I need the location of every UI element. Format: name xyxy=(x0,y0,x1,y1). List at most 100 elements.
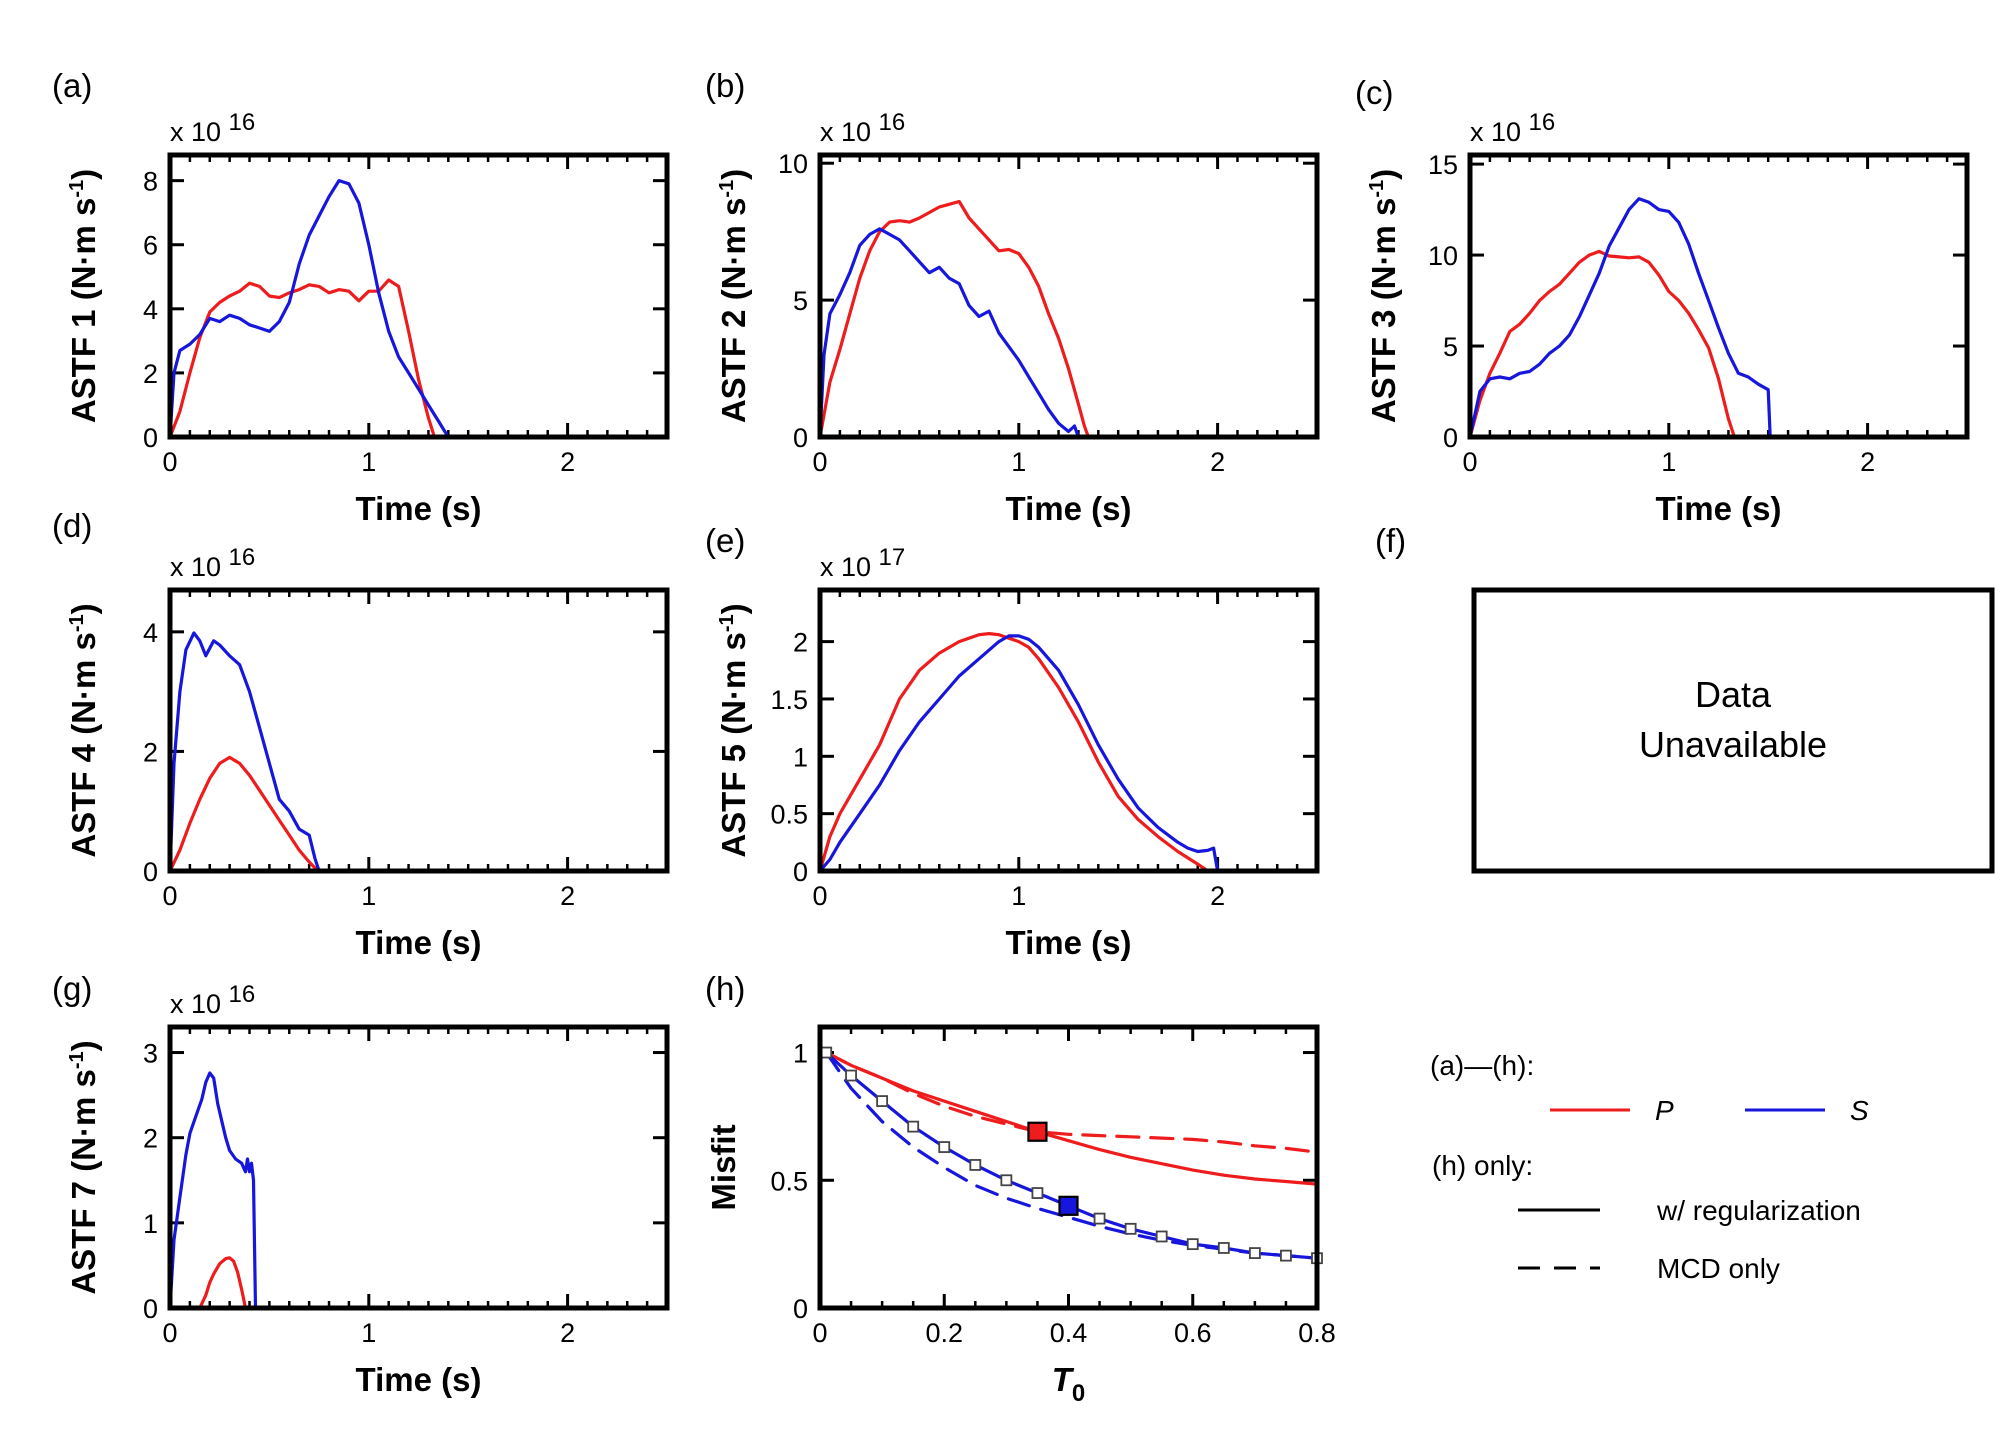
panel-label-h: (h) xyxy=(705,970,745,1007)
series-line-p xyxy=(820,199,1090,437)
series-marker-s xyxy=(1280,1249,1292,1262)
y-axis-label-h: Misfit xyxy=(705,1124,742,1210)
series-line-s xyxy=(1470,197,1772,437)
x-tick-label: 2 xyxy=(1860,447,1875,477)
y-tick-label: 0 xyxy=(143,857,158,887)
y-tick-label: 0.5 xyxy=(770,800,808,830)
y-tick-label: 0 xyxy=(143,1294,158,1324)
legend-label-solid: w/ regularization xyxy=(1656,1195,1861,1226)
series-line-p xyxy=(198,1256,248,1308)
y-tick-label: 1.5 xyxy=(770,685,808,715)
y-tick-label: 2 xyxy=(143,1124,158,1154)
panel-g: (g) 0 1 2 0 1 2 3 x 10 16 Time (s) ASTF 7 (N·m s-1… xyxy=(52,970,670,1398)
series-marker-s xyxy=(820,1046,833,1059)
y-tick-label: 0 xyxy=(793,423,808,453)
data-unavailable-line2: Unavailable xyxy=(1639,724,1827,765)
minor-ticks-h xyxy=(818,1027,1319,1308)
axes-frame-h xyxy=(817,1024,1320,1311)
y-tick-label: 0 xyxy=(1443,423,1458,453)
y-axis-label-d: ASTF 4 (N·m s-1) xyxy=(65,603,102,857)
plot-area-b xyxy=(820,199,1090,437)
series-line-s xyxy=(820,227,1080,437)
y-axis-label-e: ASTF 5 (N·m s-1) xyxy=(715,603,752,857)
y-axis-label-c: ASTF 3 (N·m s-1) xyxy=(1365,169,1402,423)
y-tick-label: 0.5 xyxy=(770,1166,808,1196)
x-tick-label: 0 xyxy=(162,1318,177,1348)
x-tick-label: 1 xyxy=(1011,447,1026,477)
y-tick-label: 3 xyxy=(143,1039,158,1069)
axes-frame-c xyxy=(1467,152,1970,440)
series-line-s xyxy=(824,1050,1317,1260)
minor-ticks-a xyxy=(168,155,669,437)
minor-ticks-d xyxy=(168,590,669,871)
series-marker-s xyxy=(1093,1212,1106,1225)
y-multiplier: x 10 16 xyxy=(170,981,255,1019)
y-multiplier: x 10 16 xyxy=(1470,109,1555,147)
plot-area-h xyxy=(824,1050,1317,1260)
y-tick-label: 4 xyxy=(143,295,158,325)
series-line-p-dashed xyxy=(824,1050,1317,1154)
panel-label-e: (e) xyxy=(705,522,745,559)
panel-label-a: (a) xyxy=(52,67,92,104)
plot-area-e xyxy=(820,632,1220,871)
x-tick-label: 2 xyxy=(560,447,575,477)
series-line-s xyxy=(820,634,1220,871)
series-line-s xyxy=(170,631,321,871)
legend: (a)—(h): P S (h) only: w/ regularization… xyxy=(1430,1050,1869,1284)
y-multiplier: x 10 16 xyxy=(170,544,255,582)
series-marker-s xyxy=(907,1120,920,1133)
x-axis-label-b: Time (s) xyxy=(1006,490,1132,527)
series-marker-s xyxy=(845,1069,857,1082)
panel-e: (e) 0 1 2 0 0.5 1 1.5 2 x 10 17 Time (s) ASTF 5 (N·… xyxy=(705,522,1320,961)
series-marker-s xyxy=(1124,1222,1137,1235)
y-tick-label: 1 xyxy=(143,1209,158,1239)
series-line-s xyxy=(170,179,450,437)
x-tick-label: 2 xyxy=(560,1318,575,1348)
panel-b: (b) 0 1 2 0 5 10 x 10 16 Time (s) ASTF 2 (N·m s-1… xyxy=(705,67,1320,527)
series-line-p xyxy=(170,755,317,871)
data-unavailable-line1: Data xyxy=(1695,674,1772,715)
x-tick-label: 1 xyxy=(1011,881,1026,911)
x-tick-label: 0 xyxy=(812,881,827,911)
series-line-p xyxy=(170,278,436,437)
x-tick-label: 1 xyxy=(361,447,376,477)
minor-ticks-b xyxy=(818,155,1319,437)
axes-frame-b xyxy=(817,152,1320,440)
y-multiplier: x 10 16 xyxy=(820,109,905,147)
x-tick-label: 0 xyxy=(812,1318,827,1348)
highlight-marker-s xyxy=(1058,1195,1079,1216)
y-tick-label: 1 xyxy=(793,742,808,772)
x-tick-label: 2 xyxy=(1210,881,1225,911)
series-marker-s xyxy=(1000,1174,1013,1187)
y-tick-label: 2 xyxy=(143,359,158,389)
series-line-s-dashed xyxy=(824,1050,1317,1260)
x-tick-label: 0.2 xyxy=(925,1318,963,1348)
x-tick-label: 0.6 xyxy=(1174,1318,1212,1348)
y-tick-label: 8 xyxy=(143,167,158,197)
series-marker-s xyxy=(1155,1230,1168,1243)
panel-d: (d) 0 1 2 0 2 4 x 10 16 Time (s) ASTF 4 (N·m s-1) xyxy=(52,507,670,961)
y-axis-label-b: ASTF 2 (N·m s-1) xyxy=(715,169,752,423)
y-tick-label: 0 xyxy=(143,423,158,453)
axes-frame-a xyxy=(167,152,670,440)
legend-header-h: (h) only: xyxy=(1432,1150,1533,1181)
x-tick-label: 0 xyxy=(162,881,177,911)
x-tick-label: 0.4 xyxy=(1050,1318,1088,1348)
y-tick-label: 0 xyxy=(793,857,808,887)
legend-label-s: S xyxy=(1850,1095,1869,1126)
panel-a: (a) 0 1 2 0 2 4 6 8 x 10 16 Time (s) ASTF 1 (N·m s-… xyxy=(52,67,670,527)
y-tick-label: 10 xyxy=(778,149,808,179)
y-multiplier: x 10 17 xyxy=(820,544,905,582)
x-axis-label-e: Time (s) xyxy=(1006,924,1132,961)
x-axis-label-a: Time (s) xyxy=(356,490,482,527)
plot-area-a xyxy=(170,179,450,437)
x-tick-label: 2 xyxy=(1210,447,1225,477)
axes-frame-e xyxy=(817,587,1320,874)
panel-label-d: (d) xyxy=(52,507,92,544)
y-tick-label: 4 xyxy=(143,618,158,648)
x-tick-label: 1 xyxy=(361,1318,376,1348)
x-tick-label: 0.8 xyxy=(1298,1318,1336,1348)
y-axis-label-g: ASTF 7 (N·m s-1) xyxy=(65,1040,102,1294)
y-tick-label: 5 xyxy=(793,286,808,316)
